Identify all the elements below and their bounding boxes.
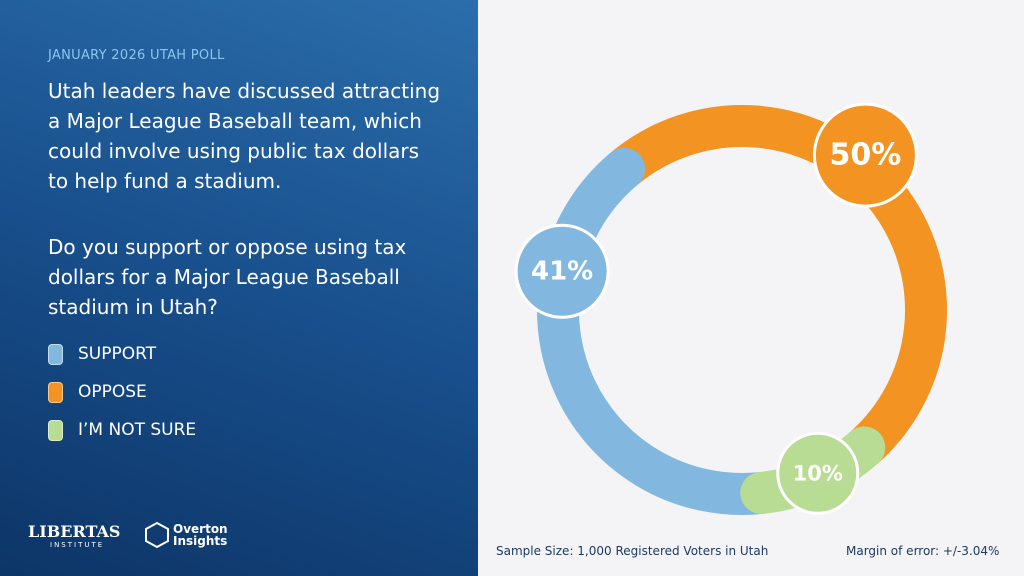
- legend-swatch: [48, 343, 63, 365]
- logo-text: INSTITUTE: [50, 541, 105, 549]
- overton-logo: Overton Insights: [145, 522, 228, 548]
- legend-label: I’M NOT SURE: [78, 420, 197, 440]
- info-panel: JANUARY 2026 UTAH POLL Utah leaders have…: [0, 0, 478, 576]
- data-label: 10%: [793, 461, 843, 485]
- label-badge: [812, 102, 918, 208]
- logo-icon: [145, 522, 169, 548]
- label-badge: [514, 223, 610, 319]
- legend-label: OPPOSE: [78, 382, 147, 402]
- data-label: 41%: [531, 256, 593, 286]
- question: Do you support or oppose using tax dolla…: [48, 235, 407, 319]
- legend-item: I’M NOT SURE: [48, 418, 196, 442]
- donut-segment: [537, 147, 783, 515]
- legend-swatch: [48, 381, 63, 403]
- logo-text: Overton: [173, 522, 228, 536]
- footnote: Sample Size: 1,000 Registered Voters in …: [496, 544, 769, 558]
- chart-title: Utah leaders have discussed attracting a…: [48, 79, 441, 193]
- logo-text: LIBERTAS: [28, 522, 121, 541]
- logo-words: Overton Insights: [173, 523, 228, 547]
- donut-chart: 50% 41% 10%: [514, 102, 947, 515]
- legend-item: OPPOSE: [48, 380, 147, 404]
- legend-label: SUPPORT: [78, 344, 157, 364]
- logo-text: Insights: [173, 534, 228, 548]
- legend-swatch: [48, 419, 63, 441]
- data-label: 50%: [829, 138, 901, 173]
- kicker: JANUARY 2026 UTAH POLL: [48, 48, 225, 63]
- legend-item: SUPPORT: [48, 342, 156, 366]
- label-badge: [776, 431, 860, 515]
- footnote: Margin of error: +/-3.04%: [846, 544, 1000, 558]
- libertas-logo: LIBERTAS INSTITUTE: [28, 522, 120, 549]
